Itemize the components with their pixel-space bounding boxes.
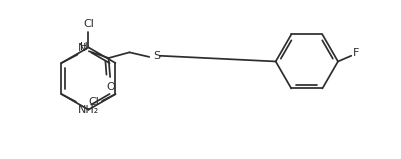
Text: Cl: Cl <box>83 19 94 29</box>
Text: NH₂: NH₂ <box>78 105 99 115</box>
Text: N: N <box>78 43 87 53</box>
Text: H: H <box>80 42 88 52</box>
Text: F: F <box>353 48 360 58</box>
Text: Cl: Cl <box>88 97 99 107</box>
Text: O: O <box>106 82 115 92</box>
Text: S: S <box>153 51 160 61</box>
